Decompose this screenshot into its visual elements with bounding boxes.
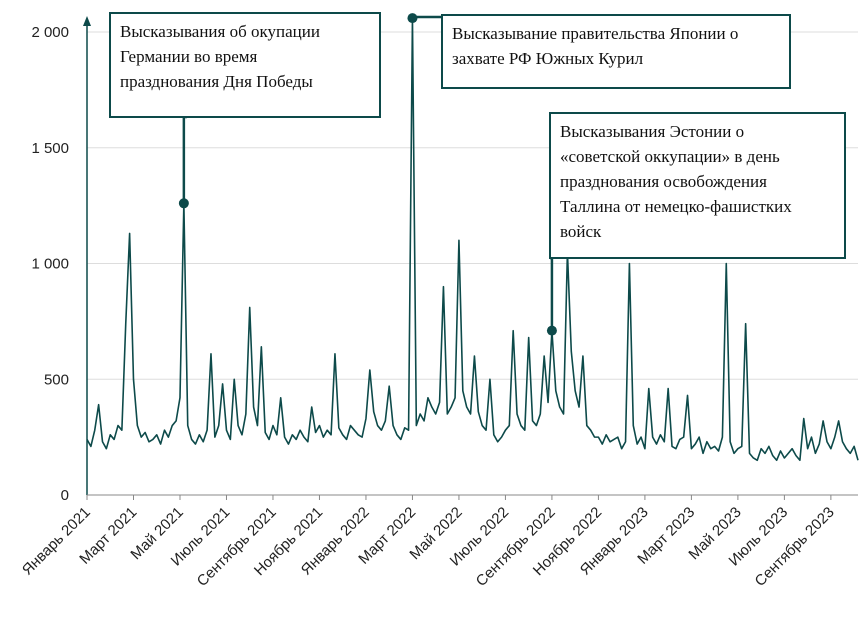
annotation-box — [549, 112, 846, 259]
x-tick-label: Январь 2021 — [19, 504, 94, 579]
y-tick-label: 1 000 — [31, 256, 69, 273]
annotation-box — [109, 12, 381, 118]
y-tick-label: 1 500 — [31, 140, 69, 157]
annotation-text: Высказывания об окупации — [120, 22, 320, 41]
annotation-point — [546, 325, 557, 336]
annotation-point — [407, 13, 418, 24]
annotation-connector — [182, 115, 187, 204]
annotation-connector — [550, 256, 554, 331]
annotation-text: Германии во время — [120, 47, 258, 66]
annotation-text: Таллина от немецко-фашистких — [560, 197, 792, 216]
x-tick-label: Сентябрь 2021 — [194, 504, 280, 590]
y-tick-label: 0 — [61, 487, 69, 504]
annotation-text: захвате РФ Южных Курил — [452, 49, 644, 68]
annotation-text: празднования Дня Победы — [120, 72, 313, 91]
y-axis-arrow — [83, 16, 91, 26]
annotation-text: «советской оккупации» в день — [560, 147, 780, 166]
x-tick-label: Сентябрь 2022 — [473, 504, 559, 590]
annotation-text: Высказывания Эстонии о — [560, 122, 744, 141]
x-tick-label: Сентябрь 2023 — [752, 504, 838, 590]
annotation-point — [178, 198, 189, 209]
annotation-text: празднования освобождения — [560, 172, 767, 191]
annotation-text: Высказывание правительства Японии о — [452, 24, 738, 43]
annotation-text: войск — [560, 222, 602, 241]
y-tick-label: 2 000 — [31, 24, 69, 41]
y-tick-label: 500 — [44, 371, 69, 388]
annotation-box — [441, 14, 791, 89]
data-line — [86, 17, 859, 462]
